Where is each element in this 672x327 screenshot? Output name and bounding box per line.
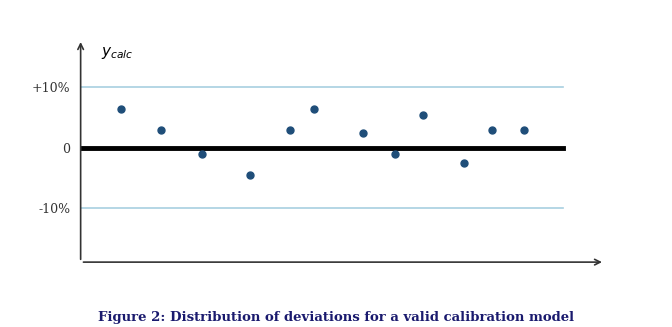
Point	[519, 127, 530, 132]
Point	[196, 151, 207, 156]
Text: Figure 2: Distribution of deviations for a valid calibration model: Figure 2: Distribution of deviations for…	[98, 311, 574, 324]
Point	[245, 172, 255, 177]
Point	[285, 127, 296, 132]
Point	[418, 112, 429, 117]
Point	[156, 127, 167, 132]
Point	[309, 106, 320, 111]
Point	[458, 160, 469, 165]
Point	[390, 151, 401, 156]
Point	[358, 130, 368, 135]
Point	[116, 106, 126, 111]
Text: $y_{calc}$: $y_{calc}$	[101, 45, 133, 61]
Point	[487, 127, 497, 132]
